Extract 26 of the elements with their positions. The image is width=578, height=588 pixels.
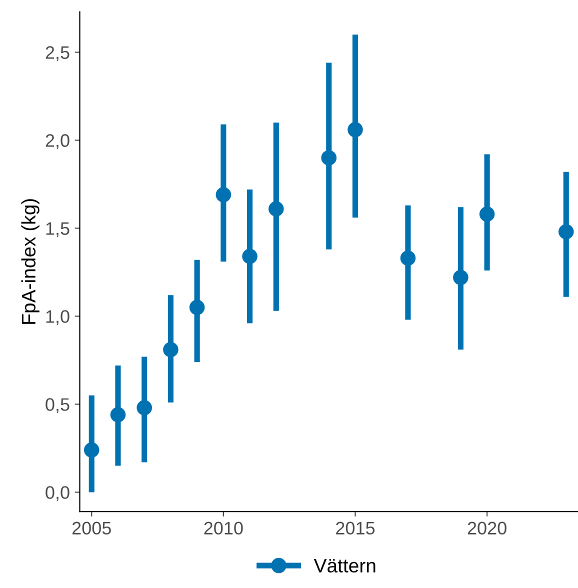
point (242, 248, 258, 264)
point (558, 224, 574, 240)
point (400, 250, 416, 266)
point (479, 206, 495, 222)
legend-label: Vättern (314, 558, 376, 573)
x-tick-label: 2020 (468, 522, 506, 535)
y-tick-label: 2,5 (46, 46, 70, 62)
point (189, 300, 205, 316)
y-tick-label: 0,0 (46, 486, 70, 502)
point (216, 187, 232, 202)
y-tick-label: 2,0 (46, 134, 70, 150)
point (84, 442, 100, 458)
y-axis-title: FpA-index (kg) (21, 199, 40, 324)
point (163, 342, 178, 358)
point (136, 400, 152, 416)
x-tick-label: 2005 (72, 522, 111, 535)
x-tick-label: 2015 (336, 522, 375, 535)
y-tick-label: 1,0 (46, 310, 70, 326)
point (110, 407, 126, 422)
y-tick-label: 0,5 (46, 398, 70, 414)
point (321, 150, 337, 166)
x-tick-label: 2010 (204, 522, 243, 535)
point (453, 270, 468, 286)
point (348, 122, 363, 138)
point (268, 201, 284, 217)
y-tick-label: 1,5 (46, 222, 70, 238)
